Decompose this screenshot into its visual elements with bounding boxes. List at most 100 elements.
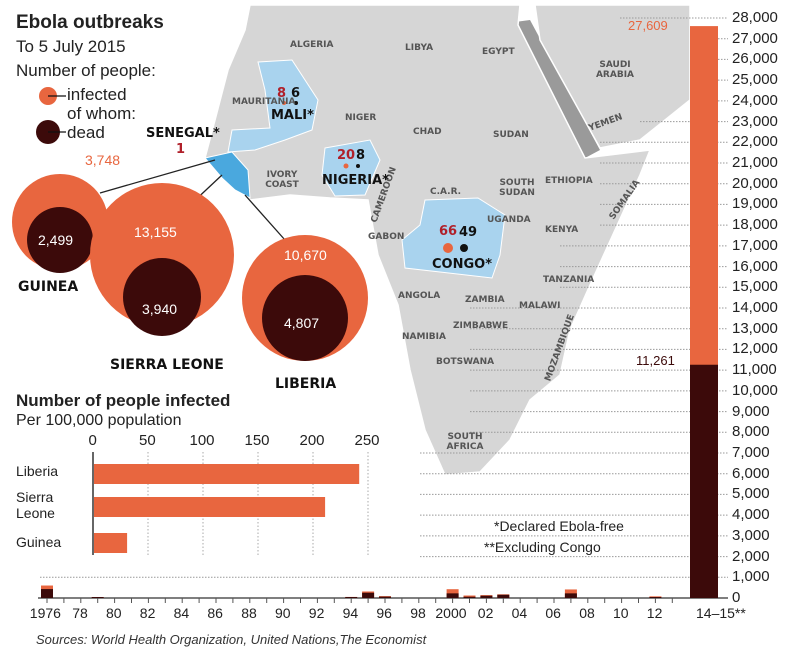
x-tick-label: 04 xyxy=(511,605,528,621)
map-label: CHAD xyxy=(413,127,442,137)
per-capita-title: Number of people infected xyxy=(16,391,231,410)
y-tick-label: 6,000 xyxy=(732,464,770,482)
x-tick-label: 12 xyxy=(646,605,663,621)
note-ebola-free: *Declared Ebola-free xyxy=(494,518,624,534)
category-label: Guinea xyxy=(16,534,62,550)
y-tick-label: 18,000 xyxy=(732,216,778,234)
y-tick-label: 20,000 xyxy=(732,174,778,192)
guinea-dead-bubble xyxy=(27,207,93,273)
senegal-infected: 1 xyxy=(176,142,186,157)
liberia-label: LIBERIA xyxy=(275,376,337,392)
chart-bars xyxy=(41,26,718,598)
map-label: NIGER xyxy=(345,113,377,123)
x-tick-label: 02 xyxy=(477,605,494,621)
category-label: Sierra Leone xyxy=(16,489,55,521)
legend-infected-label: infected xyxy=(67,85,127,104)
map-label: LIBYA xyxy=(405,43,434,53)
bar-dead-2002 xyxy=(480,595,493,598)
y-tick-label: 16,000 xyxy=(732,257,778,275)
bar-dead-14–15 xyxy=(690,364,718,598)
y-tick-label: 1,000 xyxy=(732,568,770,586)
mali-dead: 6 xyxy=(291,86,301,101)
y-tick-label: 11,000 xyxy=(732,361,777,379)
y-tick-label: 8,000 xyxy=(732,423,770,441)
guinea-dead: 2,499 xyxy=(38,232,74,248)
liberia-dead: 4,807 xyxy=(284,315,320,331)
map-label: GABON xyxy=(368,232,405,242)
y-tick-label: 25,000 xyxy=(732,71,778,89)
country-mali xyxy=(227,59,319,153)
legend-dead-label: dead xyxy=(67,123,105,142)
map-label: SOUTH SUDAN xyxy=(499,178,535,198)
bar-dead-1996 xyxy=(379,596,391,598)
y-tick-label: 15,000 xyxy=(732,278,778,296)
sierra-leone-dead-bubble xyxy=(123,258,201,336)
map-label: ZAMBIA xyxy=(465,295,505,305)
nigeria-infected: 20 xyxy=(337,148,356,163)
x-tick-label: 78 xyxy=(72,605,88,621)
y-tick-label: 7,000 xyxy=(732,444,770,461)
x-tick-label: 82 xyxy=(139,605,156,621)
y-tick-label: 24,000 xyxy=(732,91,778,109)
bar-dead-2000 xyxy=(446,593,459,598)
x-tick-label: 1976 xyxy=(29,605,61,621)
map-label: ETHIOPIA xyxy=(545,176,593,186)
x-tick-label: 200 xyxy=(299,432,325,449)
x-tick-label: 90 xyxy=(275,605,291,621)
bar-dead-2001 xyxy=(463,596,476,598)
bar-dead-2012 xyxy=(649,597,662,598)
guinea-label: GUINEA xyxy=(18,279,79,295)
congo-label: CONGO* xyxy=(432,257,492,272)
category-label: Liberia xyxy=(16,463,59,479)
guinea-infected: 3,748 xyxy=(85,152,121,168)
y-tick-label: 0 xyxy=(732,589,741,606)
per-capita-subtitle: Per 100,000 population xyxy=(16,412,182,429)
bar-dead-2003 xyxy=(497,594,510,598)
map-label: C.A.R. xyxy=(430,187,462,197)
map-label: TANZANIA xyxy=(543,275,595,285)
y-tick-label: 14,000 xyxy=(732,299,778,316)
map-label: NAMIBIA xyxy=(402,332,446,342)
nigeria-label: NIGERIA* xyxy=(322,173,389,188)
bar-sierra-leone xyxy=(94,497,326,517)
bar-dead-1979 xyxy=(91,597,104,598)
senegal-label: SENEGAL* xyxy=(146,126,220,141)
x-tick-label: 88 xyxy=(241,605,257,621)
country-congo xyxy=(401,197,506,279)
red-sea xyxy=(515,20,600,158)
nigeria-dead: 8 xyxy=(356,148,366,163)
y-tick-label: 28,000 xyxy=(732,9,778,26)
liberia-dead-bubble xyxy=(262,275,348,361)
bar-dead-1995 xyxy=(362,592,375,598)
y-tick-label: 27,000 xyxy=(732,29,778,47)
map-label: KENYA xyxy=(545,225,579,235)
bar-guinea xyxy=(94,533,128,553)
map-label: EGYPT xyxy=(482,47,515,57)
map-label: BOTSWANA xyxy=(436,357,495,367)
per-capita-bars xyxy=(92,452,369,555)
sierra-leone-infected: 13,155 xyxy=(134,224,177,240)
mali-infected: 8 xyxy=(277,86,287,101)
country-guinea-region xyxy=(204,151,251,199)
land-arabia xyxy=(534,4,691,149)
legend-of-whom-label: of whom: xyxy=(67,104,136,123)
x-tick-label: 50 xyxy=(139,432,156,449)
x-tick-label: 250 xyxy=(354,432,380,449)
x-tick-label: 08 xyxy=(579,605,595,621)
x-tick-label: 94 xyxy=(342,605,359,621)
y-tick-label: 26,000 xyxy=(732,50,778,68)
y-tick-label: 9,000 xyxy=(732,402,770,420)
congo-dead: 49 xyxy=(459,225,478,240)
y-tick-label: 4,000 xyxy=(732,506,770,524)
x-tick-label: 86 xyxy=(207,605,223,621)
x-tick-label: 06 xyxy=(545,605,561,621)
x-tick-label: 98 xyxy=(410,605,426,621)
map-label: ALGERIA xyxy=(290,40,334,50)
x-tick-label: 150 xyxy=(244,432,270,449)
y-tick-label: 22,000 xyxy=(732,133,778,151)
map-label: ZIMBABWE xyxy=(453,321,509,331)
y-tick-label: 10,000 xyxy=(732,381,778,399)
y-tick-label: 21,000 xyxy=(732,154,778,171)
x-tick-label: 14–15** xyxy=(696,605,746,621)
data-label-infected-total: 27,609 xyxy=(628,18,668,33)
